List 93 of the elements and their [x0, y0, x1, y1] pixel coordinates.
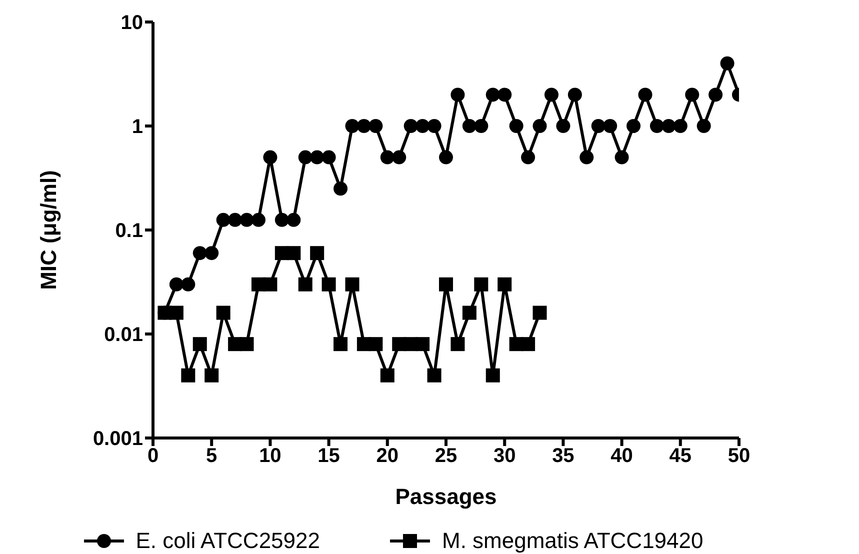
- point: [192, 246, 207, 260]
- point: [345, 277, 360, 292]
- point: [356, 119, 371, 133]
- point: [474, 277, 488, 292]
- point: [614, 150, 629, 164]
- point: [169, 277, 184, 292]
- point: [580, 150, 594, 164]
- point: [310, 150, 324, 164]
- y-tick-label: 1: [132, 116, 143, 138]
- point: [532, 306, 547, 320]
- point: [685, 88, 700, 102]
- point: [498, 277, 512, 292]
- y-tick-label: 0.1: [115, 220, 143, 242]
- point: [650, 119, 664, 133]
- point: [380, 150, 394, 164]
- point: [192, 337, 207, 352]
- point: [345, 119, 360, 133]
- point: [556, 119, 570, 133]
- point: [439, 277, 453, 292]
- point: [240, 337, 254, 352]
- point: [368, 337, 383, 352]
- point: [263, 277, 278, 292]
- point: [439, 150, 453, 164]
- point: [216, 212, 230, 227]
- point: [427, 119, 442, 133]
- point: [462, 306, 476, 320]
- point: [274, 212, 289, 227]
- point: [708, 88, 723, 102]
- point: [181, 368, 196, 382]
- point: [603, 119, 618, 133]
- x-tick-label: 35: [552, 445, 574, 468]
- point: [380, 368, 394, 382]
- x-tick-label: 30: [493, 445, 516, 468]
- x-tick-label: 50: [728, 445, 750, 468]
- x-tick-label: 20: [376, 445, 399, 468]
- point: [251, 212, 266, 227]
- point: [474, 119, 488, 133]
- point: [298, 150, 312, 164]
- point: [216, 306, 230, 320]
- point: [286, 246, 301, 260]
- point: [521, 150, 536, 164]
- point: [322, 150, 336, 164]
- point: [169, 306, 184, 320]
- point: [486, 88, 500, 102]
- point: [568, 88, 582, 102]
- y-tick-label: 10: [120, 12, 143, 34]
- point: [181, 277, 196, 292]
- x-tick-label: 25: [434, 445, 458, 468]
- point: [673, 119, 688, 133]
- point: [638, 88, 652, 102]
- y-axis-title: MIC (μg/ml): [36, 170, 61, 290]
- x-axis-title: Passages: [395, 484, 497, 509]
- point: [462, 119, 476, 133]
- point: [427, 368, 442, 382]
- point: [310, 246, 324, 260]
- point: [286, 212, 301, 227]
- point: [450, 88, 465, 102]
- y-tick-label: 0.01: [104, 324, 143, 346]
- point: [404, 119, 418, 133]
- x-tick-label: 0: [147, 445, 159, 468]
- point: [486, 368, 500, 382]
- point: [450, 337, 465, 352]
- point: [720, 56, 734, 70]
- point: [334, 337, 348, 352]
- point: [240, 212, 254, 227]
- point: [263, 150, 278, 164]
- point: [626, 119, 641, 133]
- point: [368, 119, 383, 133]
- point: [204, 246, 219, 260]
- legend-label: E. coli ATCC25922: [136, 528, 320, 554]
- point: [334, 182, 348, 196]
- point: [532, 119, 547, 133]
- point: [696, 119, 711, 133]
- point: [521, 337, 536, 352]
- x-tick-label: 15: [318, 445, 340, 468]
- point: [416, 337, 430, 352]
- x-tick-label: 40: [610, 445, 633, 468]
- x-tick-label: 45: [669, 445, 692, 468]
- legend-label: M. smegmatis ATCC19420: [442, 528, 704, 554]
- x-tick-label: 10: [259, 445, 282, 468]
- point: [228, 212, 242, 227]
- point: [662, 119, 676, 133]
- point: [509, 119, 524, 133]
- point: [392, 150, 406, 164]
- point: [498, 88, 512, 102]
- point: [204, 368, 219, 382]
- point: [298, 277, 312, 292]
- point: [322, 277, 336, 292]
- y-tick-label: 0.001: [92, 428, 143, 450]
- point: [544, 88, 558, 102]
- point: [591, 119, 606, 133]
- x-tick-label: 5: [206, 445, 218, 468]
- point: [416, 119, 430, 133]
